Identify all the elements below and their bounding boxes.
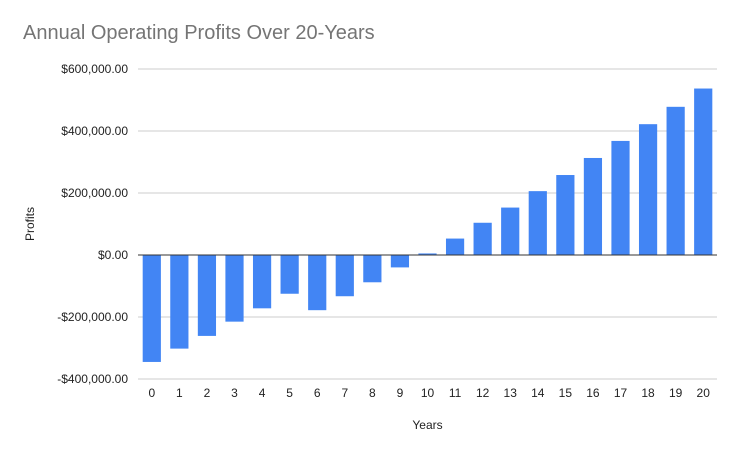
y-tick-label: $600,000.00: [61, 62, 128, 76]
x-tick-label: 11: [449, 386, 462, 400]
x-tick-label: 15: [559, 386, 573, 400]
y-tick-label: $0.00: [98, 248, 128, 262]
y-tick-label: -$200,000.00: [57, 310, 128, 324]
bar-year-6: [308, 255, 327, 311]
y-tick-label: -$400,000.00: [57, 372, 128, 386]
x-tick-label: 17: [614, 386, 628, 400]
bar-year-14: [528, 191, 547, 255]
y-tick-label: $200,000.00: [61, 186, 128, 200]
bars: [142, 88, 713, 362]
x-tick-label: 6: [314, 386, 321, 400]
bar-year-20: [694, 88, 713, 255]
y-tick-labels: -$400,000.00 -$200,000.00 $0.00 $200,000.00…: [57, 62, 128, 386]
x-tick-label: 4: [259, 386, 266, 400]
gridlines: [138, 68, 717, 380]
chart-title: Annual Operating Profits Over 20-Years: [23, 22, 375, 44]
x-tick-label: 20: [697, 386, 711, 400]
x-tick-label: 5: [286, 386, 293, 400]
bar-year-4: [252, 255, 272, 309]
x-tick-label: 0: [148, 386, 155, 400]
bar-year-10: [418, 253, 437, 255]
x-tick-label: 9: [397, 386, 404, 400]
bar-year-9: [390, 255, 410, 268]
bar-year-17: [611, 140, 630, 255]
y-tick-label: $400,000.00: [61, 124, 128, 138]
bar-year-12: [473, 222, 492, 255]
bar-year-5: [280, 255, 299, 294]
bar-year-7: [335, 255, 354, 297]
x-tick-label: 16: [586, 386, 600, 400]
bar-year-18: [638, 124, 658, 256]
bar-year-19: [666, 106, 685, 255]
bar-year-13: [501, 207, 520, 255]
x-axis-title: Years: [412, 418, 442, 432]
bar-year-11: [445, 238, 465, 255]
bar-year-2: [197, 255, 217, 336]
x-tick-label: 14: [531, 386, 545, 400]
x-tick-label: 2: [204, 386, 211, 400]
bar-year-1: [170, 255, 189, 349]
x-tick-label: 3: [231, 386, 238, 400]
bar-year-3: [225, 255, 244, 322]
bar-year-16: [583, 157, 603, 255]
bar-year-0: [142, 255, 161, 362]
x-tick-label: 13: [504, 386, 518, 400]
bar-year-15: [556, 175, 575, 255]
x-tick-labels: 0 1 2 3 4 5 6 7 8 9 10 11 12 13 14 15 16 17 18 19 20: [148, 386, 710, 400]
x-tick-label: 1: [176, 386, 183, 400]
x-tick-label: 7: [341, 386, 348, 400]
x-tick-label: 10: [421, 386, 435, 400]
bar-year-8: [363, 255, 382, 283]
x-tick-label: 12: [476, 386, 490, 400]
x-tick-label: 19: [669, 386, 683, 400]
x-tick-label: 18: [641, 386, 655, 400]
x-tick-label: 8: [369, 386, 376, 400]
y-axis-title: Profits: [23, 207, 37, 241]
